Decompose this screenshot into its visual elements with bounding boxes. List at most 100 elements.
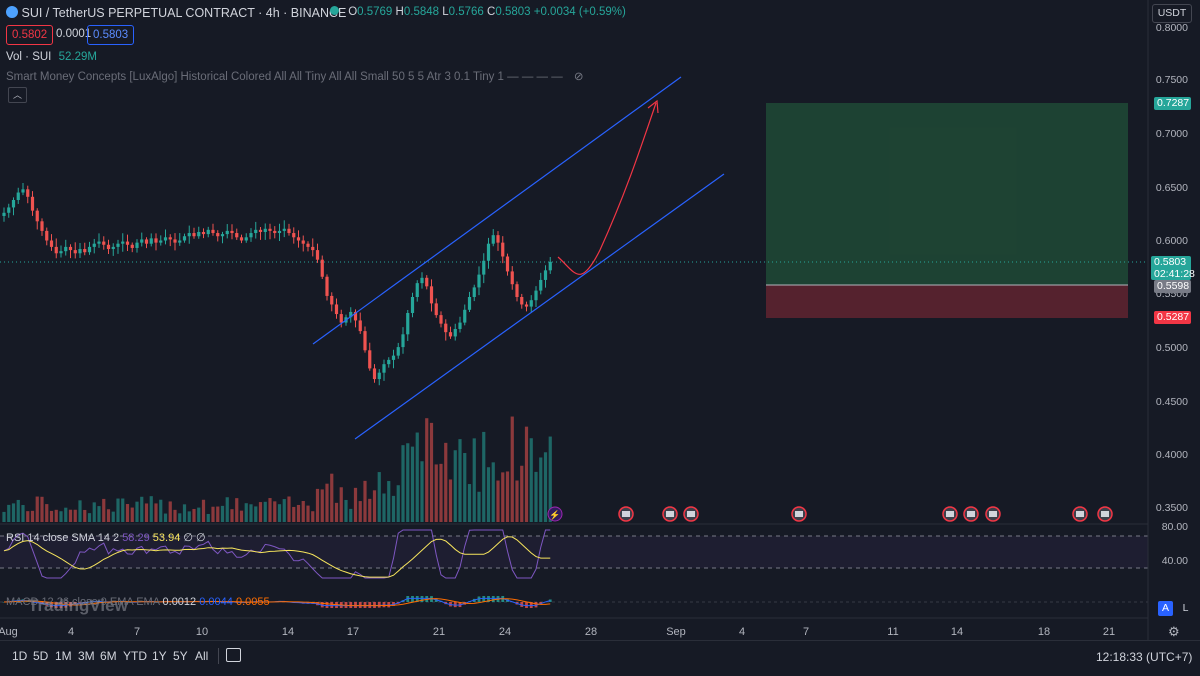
volume-bar (278, 504, 281, 522)
rsi-tick: 40.00 (1162, 555, 1188, 567)
candle-body (435, 303, 438, 315)
entry-price-tag[interactable]: 0.5598 (1154, 280, 1191, 293)
candle-body (325, 277, 328, 296)
macd-value-1: 0.0012 (163, 596, 197, 608)
timeframe-1y[interactable]: 1Y (152, 649, 167, 663)
volume-bar (249, 504, 252, 522)
macd-histogram-bar (373, 602, 376, 608)
candle-body (74, 250, 77, 253)
volume-bar (373, 490, 376, 522)
y-tick: 0.6000 (1156, 235, 1188, 247)
timeframe-1d[interactable]: 1D (12, 649, 27, 663)
candle-body (240, 237, 243, 240)
volume-bar (520, 466, 523, 522)
settings-gear-icon[interactable]: ⚙ (1168, 624, 1180, 640)
macd-histogram-bar (383, 602, 386, 607)
candle-body (487, 244, 490, 261)
collapse-legend-button[interactable]: ︿ (8, 87, 27, 103)
symbol-title[interactable]: SUI / TetherUS PERPETUAL CONTRACT · 4h ·… (21, 6, 346, 20)
auto-scale-button[interactable]: A (1158, 601, 1173, 616)
candle-body (283, 229, 286, 231)
volume-bar (69, 510, 72, 522)
volume-bar (116, 499, 119, 522)
target-zone[interactable] (766, 103, 1128, 285)
volume-bar (230, 509, 233, 522)
volume-bar (482, 432, 485, 522)
y-tick: 0.7000 (1156, 128, 1188, 140)
change-value: +0.0034 (+0.59%) (534, 6, 626, 18)
timeframe-5d[interactable]: 5D (33, 649, 48, 663)
macd-histogram-bar (364, 602, 367, 608)
volume-bar (283, 499, 286, 522)
volume-bar (392, 496, 395, 522)
candle-body (473, 287, 476, 297)
volume-bar (359, 501, 362, 522)
volume-bar (159, 500, 162, 522)
clock[interactable]: 12:18:33 (UTC+7) (1096, 650, 1192, 664)
date-range-calendar-icon[interactable] (226, 648, 241, 662)
target-price-tag[interactable]: 0.7287 (1154, 97, 1191, 110)
volume-bar (378, 472, 381, 522)
currency-selector[interactable]: USDT (1152, 4, 1192, 23)
volume-bar (515, 480, 518, 522)
x-tick: 4 (68, 626, 74, 638)
volume-bar (12, 503, 15, 522)
volume-bar (50, 511, 53, 522)
volume-bar (382, 494, 385, 522)
timeframe-1m[interactable]: 1M (55, 649, 72, 663)
candle-body (107, 245, 110, 249)
volume-bar (473, 438, 476, 522)
x-tick: 14 (282, 626, 294, 638)
candle-body (287, 229, 290, 233)
stop-price-tag[interactable]: 0.5287 (1154, 311, 1191, 324)
volume-bar (425, 418, 428, 522)
flag-glyph (1101, 511, 1109, 517)
timeframe-ytd[interactable]: YTD (123, 649, 147, 663)
macd-legend[interactable]: MACD 12 26 close 9 EMA EMA 0.0012 0.0044… (6, 596, 270, 608)
volume-bar (121, 499, 124, 522)
timeframe-3m[interactable]: 3M (78, 649, 95, 663)
candle-body (59, 251, 62, 253)
volume-bar (506, 471, 509, 522)
candle-body (216, 233, 219, 236)
candle-body (321, 260, 324, 277)
smc-legend[interactable]: Smart Money Concepts [LuxAlgo] Historica… (6, 69, 584, 83)
bid-price[interactable]: 0.5802 (6, 25, 53, 45)
timeframe-all[interactable]: All (195, 649, 208, 663)
candle-body (112, 247, 115, 249)
ask-price[interactable]: 0.5803 (87, 25, 134, 45)
eye-off-icon[interactable]: ⊘ (574, 71, 584, 83)
stop-zone[interactable] (766, 285, 1128, 318)
close-value: 0.5803 (495, 6, 530, 18)
volume-bar (216, 507, 219, 522)
volume-bar (259, 502, 262, 522)
candle-body (549, 262, 552, 271)
volume-bar (325, 484, 328, 522)
chart-header: SUI / TetherUS PERPETUAL CONTRACT · 4h ·… (6, 6, 346, 20)
volume-bar (525, 427, 528, 522)
candle-body (306, 244, 309, 247)
candle-body (40, 221, 43, 231)
volume-label: Vol · SUI (6, 51, 51, 63)
volume-bar (349, 509, 352, 522)
candle-body (515, 284, 518, 297)
log-scale-button[interactable]: L (1178, 601, 1193, 616)
candle-body (102, 242, 105, 245)
candle-body (31, 197, 34, 211)
volume-bar (36, 497, 39, 522)
rsi-legend[interactable]: RSI 14 close SMA 14 2 58.29 53.94 ∅ ∅ (6, 531, 206, 544)
timeframe-6m[interactable]: 6M (100, 649, 117, 663)
candle-body (397, 347, 400, 356)
x-tick: Aug (0, 626, 18, 638)
volume-bar (169, 501, 172, 522)
volume-bar (306, 506, 309, 522)
volume-legend[interactable]: Vol · SUI 52.29M (6, 51, 97, 63)
price-chart[interactable]: ⚡ TradingView (0, 0, 1200, 640)
candle-body (150, 238, 153, 243)
last-price-tag[interactable]: 0.5803 02:41:28 (1151, 256, 1191, 280)
candle-body (411, 297, 414, 313)
candle-body (235, 233, 238, 237)
candle-body (145, 239, 148, 243)
candle-body (188, 233, 191, 236)
timeframe-5y[interactable]: 5Y (173, 649, 188, 663)
